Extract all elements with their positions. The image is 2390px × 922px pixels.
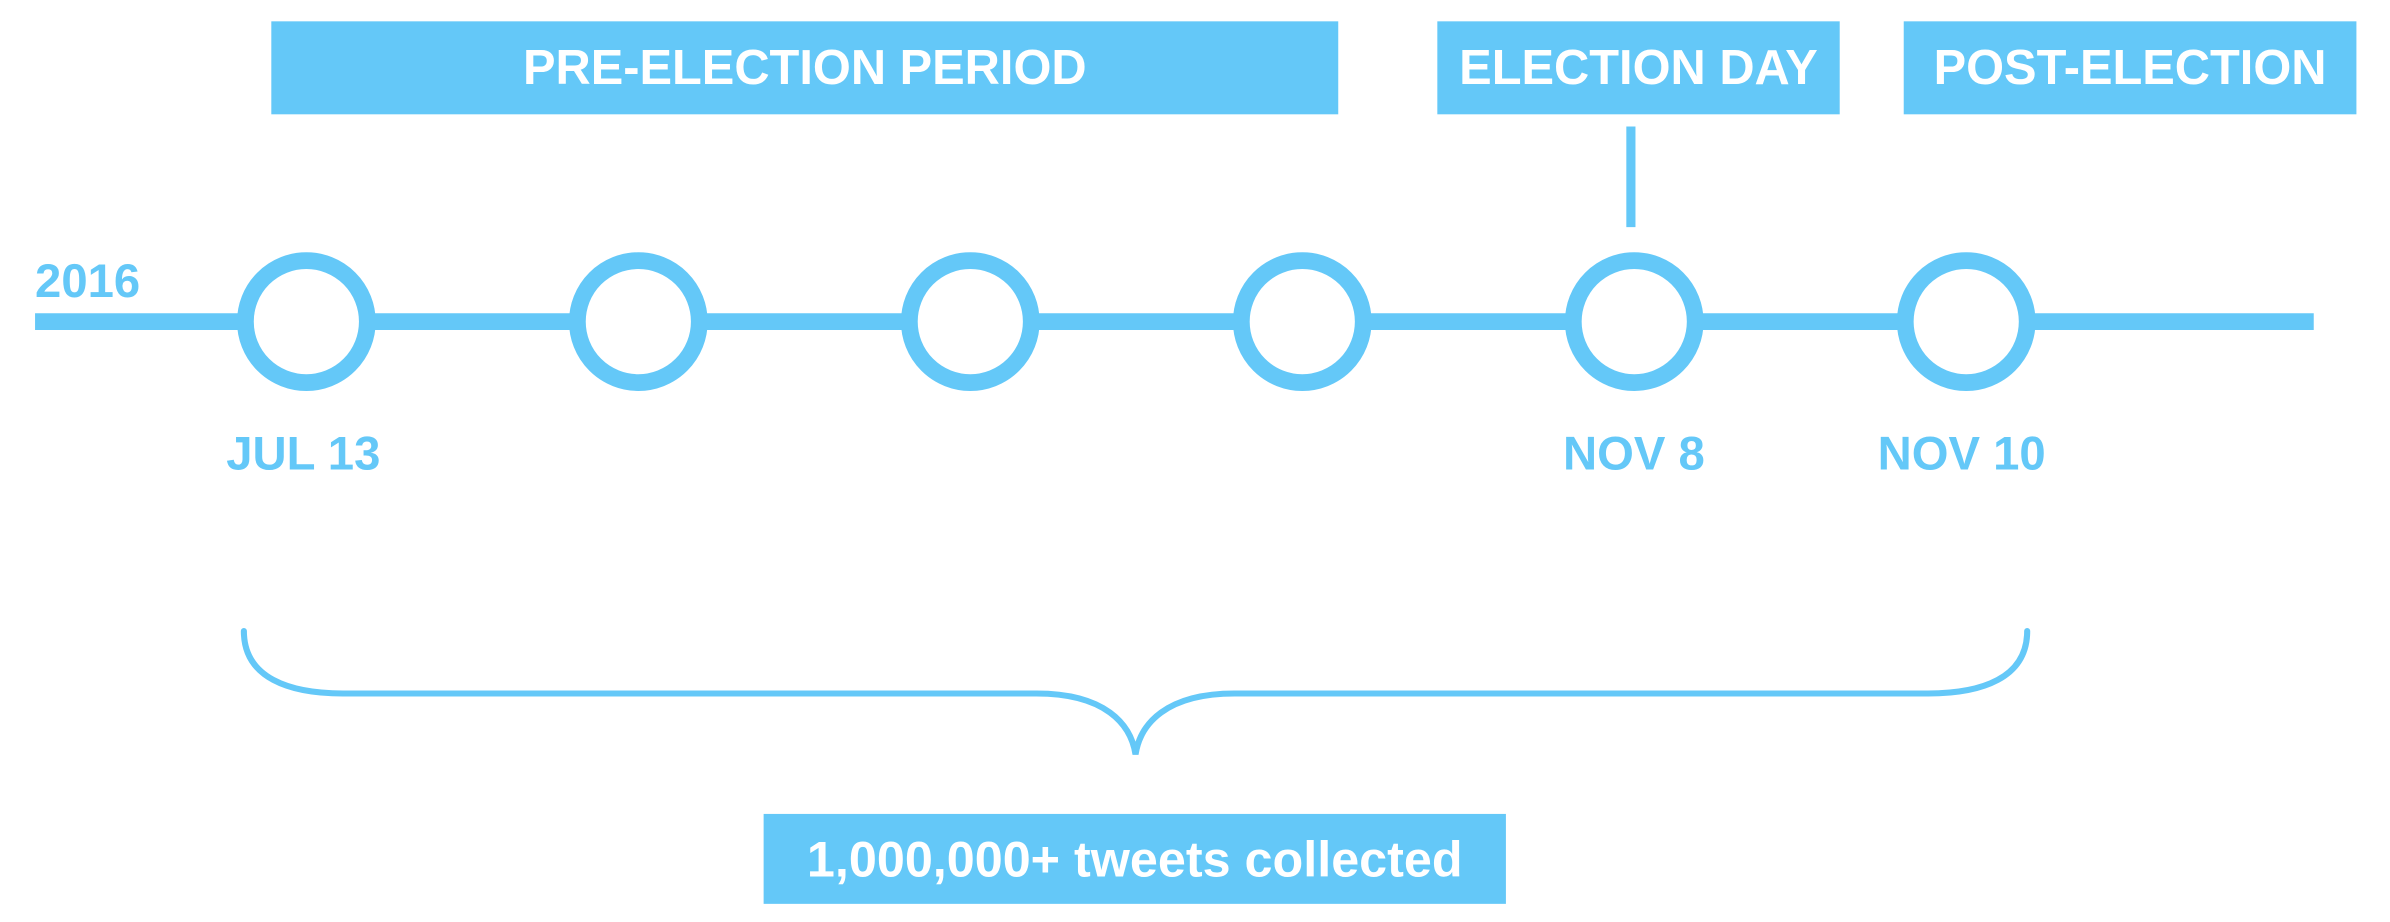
start-date-label: JUL 13 bbox=[226, 426, 381, 481]
election-day-banner: ELECTION DAY bbox=[1437, 21, 1840, 115]
election-day-label: ELECTION DAY bbox=[1459, 39, 1818, 95]
timeline-milestone-circle bbox=[237, 252, 376, 391]
election-date-label: NOV 8 bbox=[1563, 426, 1705, 481]
tweets-collected-banner: 1,000,000+ tweets collected bbox=[763, 813, 1506, 904]
pre-election-period-banner: PRE-ELECTION PERIOD bbox=[271, 21, 1339, 115]
pre-election-period-label: PRE-ELECTION PERIOD bbox=[522, 39, 1087, 95]
end-date-label: NOV 10 bbox=[1877, 426, 2046, 481]
timeline-milestone-circle bbox=[568, 252, 708, 391]
post-election-banner: POST-ELECTION bbox=[1903, 21, 2357, 115]
year-label: 2016 bbox=[35, 254, 141, 308]
post-election-label: POST-ELECTION bbox=[1933, 39, 2327, 95]
tweets-collected-label: 1,000,000+ tweets collected bbox=[806, 829, 1463, 887]
collection-span-brace bbox=[240, 627, 2031, 756]
timeline-milestone-circle bbox=[1232, 252, 1372, 391]
timeline-milestone-circle bbox=[1564, 252, 1704, 391]
timeline-milestone-circle bbox=[1896, 252, 2036, 391]
timeline-milestones bbox=[237, 252, 2036, 391]
timeline-milestone-circle bbox=[900, 252, 1040, 391]
